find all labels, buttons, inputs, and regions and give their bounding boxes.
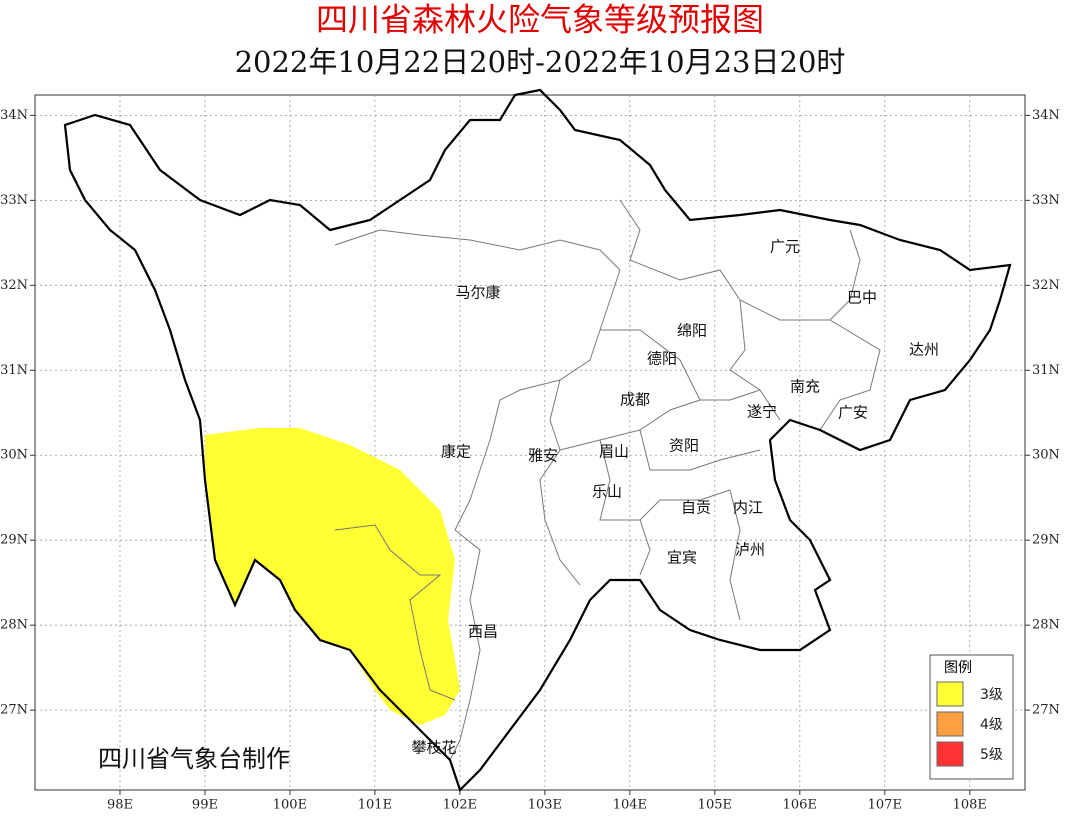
lat-tick-label: 28N: [0, 618, 28, 633]
lon-tick-label: 98E: [107, 798, 133, 813]
legend-label: 3级: [980, 687, 1003, 703]
city-label: 宜宾: [667, 549, 697, 567]
lat-tick-label: 29N: [1032, 533, 1060, 548]
legend-swatch: [936, 741, 964, 767]
lon-tick-label: 103E: [528, 798, 562, 813]
city-label: 西昌: [468, 623, 498, 641]
city-labels: 马尔康 广元 巴中 绵阳 达州 德阳 南充 成都 遂宁 广安 康定 雅安 眉山 …: [411, 238, 939, 757]
lat-tick-label: 34N: [0, 108, 28, 123]
subtitle: 2022年10月22日20时-2022年10月23日20时: [235, 45, 846, 79]
lon-tick-label: 107E: [868, 798, 902, 813]
city-label: 雅安: [528, 447, 558, 465]
city-label: 成都: [620, 391, 650, 409]
lat-tick-label: 32N: [1032, 278, 1060, 293]
lon-tick-label: 108E: [953, 798, 987, 813]
lat-tick-label: 31N: [1032, 363, 1060, 378]
lat-tick-label: 30N: [0, 448, 28, 463]
city-label: 遂宁: [747, 403, 777, 421]
lon-tick-label: 99E: [192, 798, 218, 813]
legend-swatch: [936, 711, 964, 737]
legend-swatch: [936, 681, 964, 707]
city-label: 南充: [790, 378, 820, 396]
lat-tick-label: 31N: [0, 363, 28, 378]
lon-tick-label: 102E: [443, 798, 477, 813]
lat-tick-label: 30N: [1032, 448, 1060, 463]
city-label: 绵阳: [677, 322, 707, 340]
lat-tick-label: 29N: [0, 533, 28, 548]
legend-label: 5级: [980, 747, 1003, 763]
legend-label: 4级: [980, 717, 1003, 733]
city-label: 眉山: [599, 443, 629, 461]
lat-tick-label: 27N: [1032, 703, 1060, 718]
city-label: 攀枝花: [411, 739, 456, 757]
lon-tick-label: 101E: [358, 798, 392, 813]
city-label: 资阳: [669, 437, 699, 455]
hazard-area-level-3: [205, 428, 460, 725]
lat-tick-label: 34N: [1032, 108, 1060, 123]
city-label: 自贡: [681, 499, 711, 517]
lat-tick-label: 33N: [0, 193, 28, 208]
lat-tick-label: 32N: [0, 278, 28, 293]
lon-tick-label: 104E: [613, 798, 647, 813]
lat-tick-label: 33N: [1032, 193, 1060, 208]
lon-tick-label: 100E: [273, 798, 307, 813]
legend-title: 图例: [944, 660, 972, 676]
inner-boundaries: [334, 199, 881, 761]
city-label: 德阳: [647, 350, 677, 368]
province-outline: [63, 88, 1012, 793]
city-label: 泸州: [735, 541, 765, 559]
city-label: 广元: [770, 238, 800, 256]
city-label: 广安: [838, 404, 868, 422]
city-label: 康定: [441, 443, 471, 461]
city-label: 乐山: [592, 483, 622, 501]
lat-tick-label: 28N: [1032, 618, 1060, 633]
city-label: 达州: [909, 341, 939, 359]
city-label: 马尔康: [455, 284, 500, 302]
legend: 图例 3级 4级 5级: [929, 654, 1014, 780]
map-frame: [34, 94, 1026, 791]
credit: 四川省气象台制作: [98, 745, 290, 773]
lat-tick-label: 27N: [0, 703, 28, 718]
legend-items: 3级 4级 5级: [936, 681, 1003, 767]
lon-tick-label: 105E: [698, 798, 732, 813]
city-label: 内江: [733, 499, 763, 517]
grid: [30, 95, 1030, 795]
title: 四川省森林火险气象等级预报图: [316, 1, 764, 39]
city-label: 巴中: [847, 289, 877, 307]
lon-tick-label: 106E: [783, 798, 817, 813]
